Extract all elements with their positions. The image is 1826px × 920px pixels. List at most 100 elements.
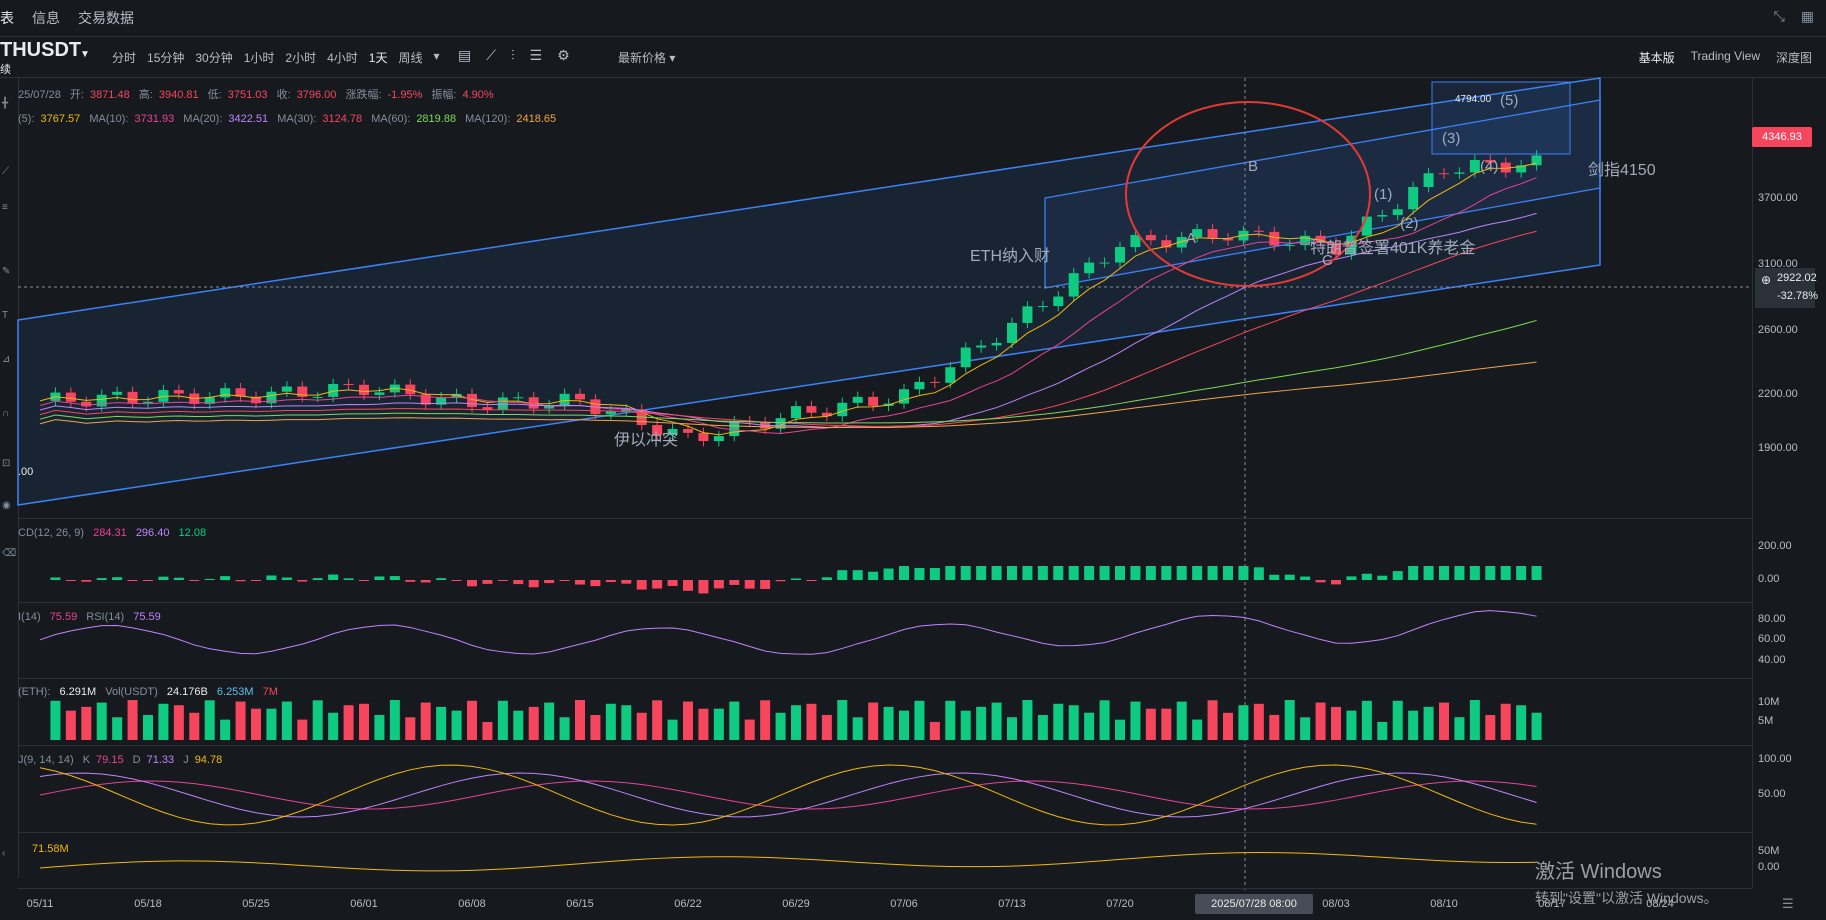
wave-label[interactable]: B	[1248, 158, 1259, 175]
change-label: 涨跌幅:	[345, 89, 382, 101]
candle-body	[852, 396, 863, 403]
volume-bar	[359, 703, 369, 740]
trash-icon[interactable]: ⌫	[2, 548, 17, 559]
wave-label[interactable]: (4)	[1480, 158, 1499, 175]
volume-bar	[1454, 717, 1465, 740]
interval-15m[interactable]: 15分钟	[147, 51, 185, 65]
event-annotation[interactable]: 特朗普签署401K养老金	[1310, 240, 1476, 257]
measure-icon[interactable]: ⊿	[2, 354, 11, 365]
candle-body	[1022, 306, 1033, 323]
magnet-icon[interactable]: ∩	[2, 408, 10, 419]
wave-label[interactable]: C	[1322, 252, 1333, 269]
tab-chart[interactable]: 表	[0, 10, 14, 26]
grid-icon[interactable]: ▦	[1800, 8, 1814, 24]
add-alert-icon[interactable]: ⊕	[1761, 273, 1772, 287]
macd-bar	[729, 580, 740, 585]
brush-icon[interactable]: ✎	[2, 266, 11, 277]
volume-bar	[1331, 706, 1341, 740]
wave-label[interactable]: (1)	[1374, 186, 1393, 203]
candle-type-icon[interactable]: ⫶	[511, 47, 515, 63]
date-tick: 08/10	[1430, 898, 1458, 910]
ma10-label: MA(10):	[89, 113, 129, 125]
change-value: -1.95%	[387, 89, 423, 101]
collapse-icon[interactable]: ⤡	[1773, 8, 1785, 24]
interval-1d[interactable]: 1天	[368, 51, 388, 65]
volume-bar	[312, 700, 323, 740]
lock-icon[interactable]: ⊡	[2, 458, 11, 469]
pane-divider[interactable]	[18, 745, 1752, 746]
template-icon[interactable]: ☰	[529, 47, 543, 63]
event-annotation[interactable]: 伊以冲突	[614, 432, 679, 449]
tab-info[interactable]: 信息	[32, 10, 60, 26]
wave-label[interactable]: (5)	[1500, 92, 1519, 109]
macd-bar	[1300, 576, 1311, 580]
interval-1h[interactable]: 1小时	[243, 51, 275, 65]
wave-label[interactable]: (3)	[1442, 130, 1461, 147]
indicator-icon[interactable]: ⟋	[486, 47, 497, 63]
interval-2h[interactable]: 2小时	[285, 51, 317, 65]
target-annotation[interactable]: 剑指4150	[1588, 162, 1656, 179]
volume-bar	[1423, 706, 1434, 740]
date-tick: 08/03	[1322, 898, 1350, 910]
chevron-down-icon[interactable]: ▼	[80, 49, 90, 60]
pane-divider[interactable]	[18, 678, 1752, 679]
volume-bar	[1469, 700, 1480, 740]
view-depth[interactable]: 深度图	[1775, 51, 1812, 65]
macd-bar	[389, 576, 400, 580]
candle-body	[359, 384, 369, 395]
eye-icon[interactable]: ◉	[2, 500, 11, 511]
interval-30m[interactable]: 30分钟	[195, 51, 233, 65]
gear-icon[interactable]: ⚙	[557, 47, 570, 63]
tab-trading-data[interactable]: 交易数据	[78, 10, 134, 26]
candle-body	[96, 394, 107, 407]
view-mode-tabs: 基本版 Trading View 深度图	[1639, 49, 1812, 66]
volume-bar	[821, 714, 832, 740]
crosshair-date-label: 2025/07/28 08:00	[1195, 894, 1313, 914]
ma20-label: MA(20):	[183, 113, 223, 125]
candlestick-chart[interactable]	[0, 0, 1752, 892]
macd-bar	[81, 580, 92, 582]
macd-bar	[528, 580, 539, 588]
price-axis[interactable]	[1752, 78, 1826, 888]
event-annotation[interactable]: ETH纳入财	[970, 248, 1051, 265]
trend-line-icon[interactable]: ⟋	[2, 166, 9, 177]
candle-body	[1053, 296, 1064, 307]
cursor-icon[interactable]: ╋	[2, 98, 9, 109]
symbol-name[interactable]: THUSDT	[0, 39, 82, 61]
candle-body	[821, 412, 832, 417]
date-tick: 06/22	[674, 898, 702, 910]
high-value: 3940.81	[158, 89, 199, 101]
interval-more-icon[interactable]: ▾	[433, 49, 440, 63]
calendar-icon[interactable]: ▤	[458, 47, 472, 63]
ma5-label: (5):	[18, 113, 35, 125]
ma-line	[39, 319, 1537, 424]
rsi-line	[39, 610, 1537, 655]
macd-bar	[1408, 566, 1419, 580]
date-tick: 07/06	[890, 898, 918, 910]
axis-settings-icon[interactable]: ☰	[1782, 896, 1794, 911]
collapse-left-icon[interactable]: ‹	[2, 848, 6, 859]
interval-1w[interactable]: 周线	[398, 51, 423, 65]
volume-bar	[50, 700, 61, 740]
candle-body	[482, 407, 493, 410]
volume-bar	[374, 714, 385, 740]
view-tradingview[interactable]: Trading View	[1690, 49, 1760, 63]
macd-bar	[420, 580, 431, 583]
text-icon[interactable]: T	[2, 310, 9, 321]
pane-divider[interactable]	[18, 518, 1752, 519]
pane-divider[interactable]	[18, 602, 1752, 603]
candle-body	[1099, 262, 1110, 264]
view-basic[interactable]: 基本版	[1638, 51, 1675, 65]
volume-bar	[1377, 721, 1388, 740]
fib-icon[interactable]: ≡	[2, 202, 8, 213]
candle-body	[528, 397, 539, 409]
kdj-readout: J(9, 14, 14) K 79.15 D 71.33 J 94.78	[18, 754, 228, 766]
wave-label[interactable]: A	[1186, 230, 1197, 247]
wave-label[interactable]: (2)	[1400, 215, 1419, 232]
interval-tick[interactable]: 分时	[112, 51, 137, 65]
macd-bar	[899, 566, 909, 580]
price-type-select[interactable]: 最新价格 ▾	[618, 51, 676, 65]
interval-4h[interactable]: 4小时	[327, 51, 358, 65]
volume-bar	[559, 717, 570, 740]
pane-divider[interactable]	[18, 832, 1752, 833]
